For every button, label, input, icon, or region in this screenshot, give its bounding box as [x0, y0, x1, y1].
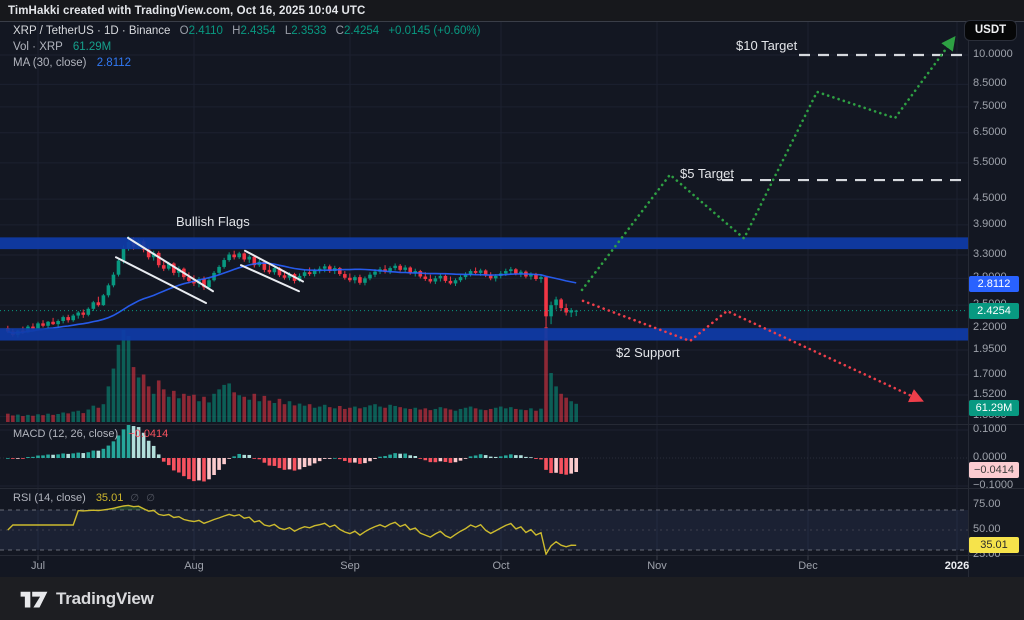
rsi-settings-icon[interactable]: ∅ [146, 493, 155, 504]
currency-toggle-button[interactable]: USDT [964, 20, 1017, 41]
macd-value: −0.0414 [128, 428, 169, 440]
target-5-annotation: $5 Target [680, 166, 734, 181]
rsi-eye-icon[interactable]: ∅ [130, 493, 140, 504]
low-label: L [284, 25, 292, 37]
high-label: H [232, 25, 241, 37]
symbol-legend: XRP / TetherUS · 1D · Binance O2.4110 H2… [13, 25, 480, 73]
macd-legend: MACD (12, 26, close) −0.0414 [13, 428, 168, 440]
close-label: C [335, 25, 344, 37]
footer-bar: TradingView [0, 577, 1024, 620]
close-value: 2.4254 [343, 25, 380, 37]
symbol-title[interactable]: XRP / TetherUS · 1D · Binance [13, 25, 171, 37]
tradingview-brand-text[interactable]: TradingView [56, 588, 154, 608]
open-label: O [179, 25, 189, 37]
ma-value: 2.8112 [96, 57, 132, 69]
bullish-flags-annotation: Bullish Flags [176, 214, 250, 229]
attribution-text: TimHakki created with TradingView.com, O… [8, 4, 366, 17]
rsi-value: 35.01 [95, 492, 124, 504]
volume-value: 61.29M [72, 41, 112, 53]
rsi-legend: RSI (14, close) 35.01 ∅ ∅ [13, 492, 155, 504]
change-value: +0.0145 (+0.60%) [388, 25, 481, 37]
macd-indicator-label[interactable]: MACD (12, 26, close) [13, 428, 119, 440]
open-value: 2.4110 [188, 25, 223, 37]
tradingview-logo-icon[interactable] [20, 589, 48, 609]
support-2-annotation: $2 Support [616, 345, 680, 360]
target-10-annotation: $10 Target [736, 38, 798, 53]
attribution-bar: TimHakki created with TradingView.com, O… [0, 0, 1024, 22]
ma-indicator-label[interactable]: MA (30, close) [13, 57, 87, 69]
low-value: 2.3533 [291, 25, 327, 37]
high-value: 2.4354 [240, 25, 276, 37]
rsi-indicator-label[interactable]: RSI (14, close) [13, 492, 86, 504]
volume-indicator-label[interactable]: Vol · XRP [13, 41, 63, 53]
